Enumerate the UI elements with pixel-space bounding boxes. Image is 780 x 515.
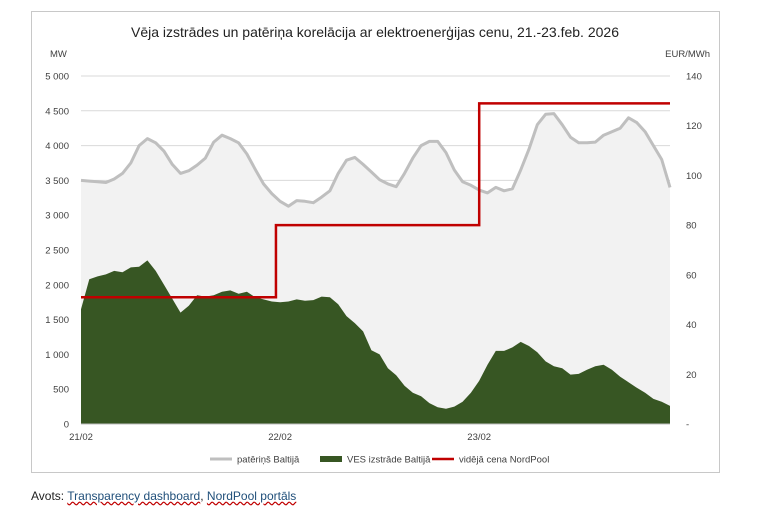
right-tick-label: 80	[686, 221, 697, 232]
legend: patēriņš Baltijā VES izstrāde Baltijā vidē…	[210, 455, 549, 466]
wind-generation-area	[81, 260, 670, 424]
x-tick-label: 22/02	[268, 432, 292, 443]
x-tick-label: 23/02	[467, 432, 491, 443]
source-separator: ,	[200, 489, 204, 503]
source-line: Avots: Transparency dashboard, NordPool …	[31, 489, 296, 503]
x-tick-label: 21/02	[69, 432, 93, 443]
transparency-dashboard-link[interactable]: Transparency dashboard	[67, 489, 201, 503]
consumption-line	[80, 112, 672, 208]
nordpool-portal-link[interactable]: NordPool portāls	[206, 489, 297, 503]
right-tick-label: 140	[686, 72, 702, 83]
left-tick-label: 0	[64, 420, 69, 431]
left-tick-label: 500	[53, 385, 69, 396]
left-tick-label: 2 000	[45, 280, 69, 291]
left-tick-label: 3 000	[45, 211, 69, 222]
axis-labels: 0 500 1 000 1 500 2 000 2 500 3 000 3 500 4 000 4…	[45, 72, 702, 444]
right-tick-label: 100	[686, 171, 702, 182]
legend-swatch-wind	[320, 456, 342, 462]
right-tick-label: 40	[686, 320, 697, 331]
left-tick-label: 1 500	[45, 315, 69, 326]
right-tick-label: 20	[686, 370, 697, 381]
right-tick-label: 60	[686, 270, 697, 281]
legend-label: patēriņš Baltijā	[237, 455, 300, 466]
left-tick-label: 3 500	[45, 176, 69, 187]
left-tick-label: 4 000	[45, 141, 69, 152]
left-tick-label: 1 000	[45, 350, 69, 361]
legend-label: vidējā cena NordPool	[459, 455, 549, 466]
right-axis-unit: EUR/MWh	[665, 49, 710, 60]
source-label: Avots:	[31, 489, 65, 503]
chart-svg: Vēja izstrādes un patēriņa korelācija ar…	[45, 24, 710, 466]
plot-areas	[80, 102, 672, 424]
chart-title: Vēja izstrādes un patēriņa korelācija ar…	[131, 24, 619, 40]
right-tick-label: 120	[686, 121, 702, 132]
right-tick-label: -	[686, 420, 689, 431]
left-tick-label: 2 500	[45, 246, 69, 257]
legend-label: VES izstrāde Baltijā	[347, 455, 431, 466]
left-tick-label: 5 000	[45, 72, 69, 83]
left-tick-label: 4 500	[45, 106, 69, 117]
price-step-line	[81, 102, 670, 299]
left-axis-unit: MW	[50, 49, 67, 60]
